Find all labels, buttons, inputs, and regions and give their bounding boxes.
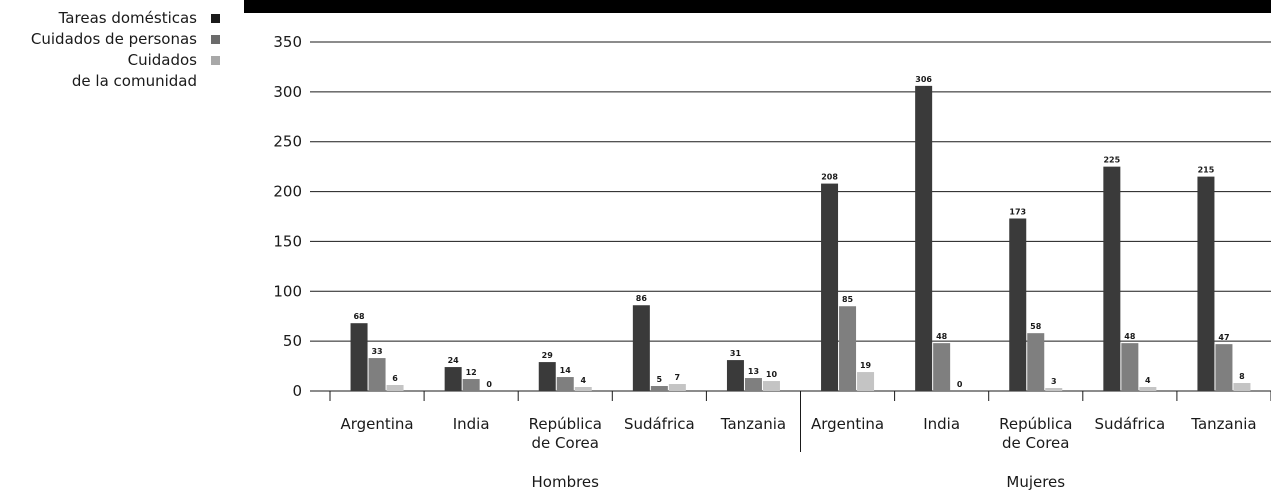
data-label: 0 xyxy=(486,380,492,389)
x-category-label: Argentina xyxy=(811,415,884,433)
legend-swatch-cuidados-personas xyxy=(211,35,220,44)
data-label: 47 xyxy=(1218,333,1229,342)
data-label: 48 xyxy=(936,332,948,341)
data-label: 24 xyxy=(448,356,460,365)
data-label: 68 xyxy=(353,312,365,321)
bar xyxy=(350,323,368,391)
bar xyxy=(386,385,404,391)
legend: Tareas domésticas Cuidados de personas C… xyxy=(0,8,220,92)
y-tick-label: 250 xyxy=(273,133,302,151)
x-category-label: República de Corea xyxy=(999,415,1072,452)
bar xyxy=(1009,218,1027,391)
bar xyxy=(538,362,556,391)
bar xyxy=(1045,388,1063,391)
bar xyxy=(821,183,839,391)
legend-item-tareas: Tareas domésticas xyxy=(0,8,220,29)
y-tick-label: 0 xyxy=(292,382,302,400)
data-label: 8 xyxy=(1239,372,1245,381)
bar xyxy=(462,379,480,391)
legend-swatch-cuidados-comunidad xyxy=(211,56,220,65)
data-label: 4 xyxy=(580,376,586,385)
x-category-label: Tanzania xyxy=(1190,415,1256,433)
data-label: 14 xyxy=(560,366,572,375)
bar xyxy=(556,377,574,391)
data-label: 7 xyxy=(675,373,681,382)
data-label: 5 xyxy=(657,375,663,384)
bar xyxy=(915,85,933,392)
bar xyxy=(1103,166,1121,391)
x-category-label: Sudáfrica xyxy=(1094,415,1165,433)
data-label: 215 xyxy=(1198,166,1215,175)
bar xyxy=(368,358,386,391)
data-label: 85 xyxy=(842,295,854,304)
x-category-label: Sudáfrica xyxy=(624,415,695,433)
y-tick-label: 50 xyxy=(283,332,302,350)
bar xyxy=(668,384,686,391)
data-label: 6 xyxy=(392,374,398,383)
data-label: 4 xyxy=(1145,376,1151,385)
data-label: 31 xyxy=(730,349,742,358)
y-tick-label: 150 xyxy=(273,232,302,250)
group-label: Hombres xyxy=(532,473,600,491)
data-label: 33 xyxy=(371,347,382,356)
legend-label-cuidados-comunidad: Cuidados de la comunidad xyxy=(71,51,197,90)
bar xyxy=(632,305,650,391)
x-category-label: Argentina xyxy=(340,415,413,433)
bar xyxy=(650,386,668,391)
data-label: 306 xyxy=(915,75,932,84)
data-label: 86 xyxy=(636,294,648,303)
bar xyxy=(933,343,951,391)
title-bar xyxy=(244,0,1271,13)
group-label: Mujeres xyxy=(1006,473,1065,491)
y-tick-label: 100 xyxy=(273,282,302,300)
bar xyxy=(1233,383,1251,391)
bar xyxy=(574,387,592,391)
data-label: 173 xyxy=(1009,207,1026,216)
legend-item-cuidados-comunidad: Cuidados de la comunidad xyxy=(0,50,220,92)
bar xyxy=(839,306,857,391)
data-label: 13 xyxy=(748,367,759,376)
bar xyxy=(1197,176,1215,391)
y-tick-label: 350 xyxy=(273,33,302,51)
bar xyxy=(857,372,875,391)
data-label: 0 xyxy=(957,380,963,389)
bar xyxy=(1215,344,1233,391)
data-label: 3 xyxy=(1051,377,1057,386)
x-category-label: República de Corea xyxy=(529,415,602,452)
legend-label-cuidados-personas: Cuidados de personas xyxy=(30,30,197,48)
bar xyxy=(762,381,780,391)
x-category-label: India xyxy=(453,415,490,433)
x-category-label: India xyxy=(923,415,960,433)
bar xyxy=(726,360,744,391)
bar xyxy=(1139,387,1157,391)
y-tick-label: 300 xyxy=(273,83,302,101)
bar xyxy=(744,378,762,391)
data-label: 48 xyxy=(1124,332,1136,341)
x-category-label: Tanzania xyxy=(720,415,786,433)
legend-item-cuidados-personas: Cuidados de personas xyxy=(0,29,220,50)
data-label: 12 xyxy=(466,368,477,377)
bar xyxy=(1121,343,1139,391)
bar xyxy=(1027,333,1045,391)
data-label: 225 xyxy=(1103,156,1120,165)
data-label: 19 xyxy=(860,361,872,370)
data-label: 29 xyxy=(542,351,554,360)
data-label: 208 xyxy=(821,173,838,182)
legend-swatch-tareas xyxy=(211,14,220,23)
bar xyxy=(444,367,462,391)
data-label: 58 xyxy=(1030,322,1042,331)
data-label: 10 xyxy=(766,370,778,379)
legend-label-tareas: Tareas domésticas xyxy=(58,9,197,27)
y-tick-label: 200 xyxy=(273,183,302,201)
